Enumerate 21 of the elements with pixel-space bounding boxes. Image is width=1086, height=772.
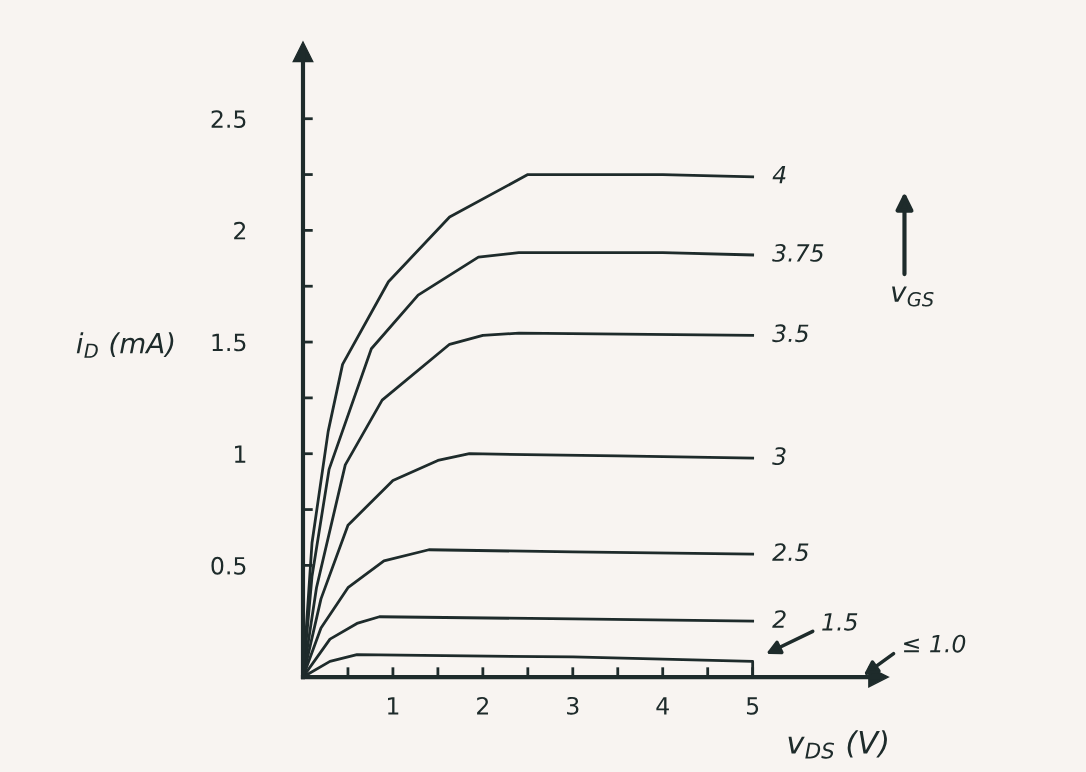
y-axis-title: i$_{D}$ (mA) [76, 332, 174, 358]
series-label: 2.5 [772, 543, 809, 562]
text: ≤ 1.0 [904, 634, 966, 653]
y-tick-label: 1 [235, 445, 246, 463]
text: v$_{GS}$ [892, 286, 934, 307]
y-tick-label: 2 [234, 221, 246, 240]
x-tick-label: 4 [656, 697, 669, 715]
series-label: 2 [772, 610, 786, 628]
y-tick-label: 1.5 [212, 333, 246, 352]
series-label: 3 [772, 447, 786, 466]
x-tick-label: 2 [477, 696, 489, 715]
x-tick-label: 3 [567, 696, 579, 715]
annotation: 1.5 [822, 613, 858, 631]
series-label: 4 [772, 166, 786, 184]
x-tick-label: 5 [746, 697, 759, 715]
y-tick-label: 0.5 [211, 556, 246, 575]
x-tick-label: 1 [388, 697, 399, 715]
y-tick-label: 2.5 [211, 110, 246, 129]
series-label: 3.5 [772, 324, 809, 343]
series-label: 3.75 [772, 243, 824, 262]
x-axis-title: v$_{DS}$ (V) [788, 730, 887, 759]
